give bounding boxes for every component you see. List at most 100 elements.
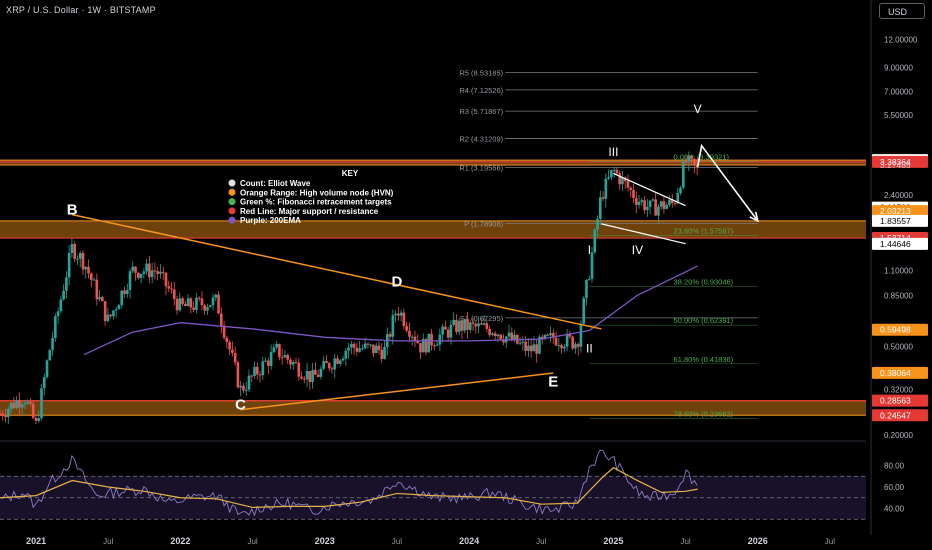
candle-body (195, 297, 198, 310)
candle (222, 320, 226, 341)
wave-label: B (67, 202, 78, 219)
candle (195, 292, 198, 314)
candle-body (491, 333, 494, 335)
candle-body (452, 319, 455, 325)
candle-body (590, 252, 594, 279)
candle (693, 158, 696, 173)
price-label-text: 0.59498 (880, 325, 911, 335)
candle (338, 359, 342, 367)
candle-body (632, 189, 635, 199)
candle-body (607, 177, 610, 179)
candle-body (540, 336, 544, 339)
candle (297, 358, 301, 381)
candle (145, 259, 148, 276)
candle (427, 333, 431, 353)
candle-body (471, 322, 475, 324)
rsi-y-tick-label: 60.00 (884, 483, 905, 492)
candle (532, 336, 536, 352)
candle-body (446, 329, 450, 338)
candle (89, 272, 93, 288)
candle-body (441, 326, 444, 335)
candle (294, 357, 298, 364)
wave-label: IV (632, 243, 643, 257)
candle (457, 317, 461, 336)
candle (172, 282, 176, 306)
pivot-level-label: S1 (0.67295) (460, 314, 504, 323)
candle (322, 356, 325, 371)
x-tick-label: 2022 (170, 536, 190, 546)
candle-body (488, 328, 491, 335)
candle-body (424, 339, 428, 353)
candle-body (510, 332, 514, 341)
hvn-zone (0, 400, 866, 416)
candle (621, 171, 624, 191)
candle-body (499, 334, 503, 340)
candle (612, 166, 616, 178)
candle (446, 326, 450, 343)
currency-button[interactable]: USD (879, 3, 925, 19)
price-label: 1.83557 (872, 214, 928, 227)
candle (225, 335, 229, 349)
price-label-box (872, 214, 928, 227)
rsi-y-tick-label: 80.00 (884, 462, 905, 471)
candle-body (250, 375, 254, 377)
candle-body (59, 299, 63, 312)
candle (496, 333, 500, 343)
candle-body (217, 294, 220, 314)
candle-body (427, 333, 431, 353)
candle (441, 323, 444, 343)
candle-body (551, 333, 555, 338)
candle-body (507, 332, 511, 337)
candle-body (410, 336, 414, 338)
candle (380, 343, 384, 363)
x-tick-label: Jul (103, 537, 113, 546)
candle (388, 331, 392, 341)
candle (504, 335, 508, 348)
candle-body (521, 341, 525, 343)
price-label-box (872, 409, 928, 422)
x-tick-label: Jul (680, 537, 690, 546)
candle (576, 342, 580, 356)
candle-body (535, 344, 538, 354)
candle (120, 289, 124, 309)
candle (98, 289, 101, 302)
candle (175, 295, 179, 315)
candle (405, 321, 408, 333)
candle (361, 344, 364, 351)
candle-body (397, 313, 400, 316)
candle (610, 169, 613, 181)
candle (319, 365, 323, 380)
candle-body (164, 272, 168, 287)
candle-body (280, 357, 284, 359)
candle-body (668, 199, 671, 205)
candle-body (527, 345, 530, 351)
candle (123, 286, 126, 298)
candle-body (369, 344, 372, 346)
candle (438, 328, 442, 351)
candle (29, 398, 32, 406)
candle-body (383, 347, 386, 359)
candle (106, 307, 110, 323)
candle-body (311, 369, 314, 383)
candle-body (518, 342, 522, 344)
x-tick-label: 2026 (748, 536, 768, 546)
candle-body (192, 307, 195, 310)
candle-body (568, 333, 572, 337)
candle-body (372, 344, 375, 354)
candle-body (242, 385, 245, 391)
candle (679, 185, 682, 196)
price-label: 0.38064 (872, 366, 928, 379)
candle (305, 362, 309, 388)
y-tick-label: 12.00000 (884, 36, 918, 45)
candle-body (388, 334, 392, 337)
candle-body (40, 388, 43, 419)
candle-body (117, 305, 121, 310)
candle (430, 328, 433, 351)
candle (128, 268, 132, 299)
x-tick-label: 2023 (315, 536, 335, 546)
triangle-lower-trendline (240, 372, 554, 411)
candle (283, 350, 287, 358)
candle-body (690, 155, 693, 159)
candle-body (374, 345, 378, 354)
